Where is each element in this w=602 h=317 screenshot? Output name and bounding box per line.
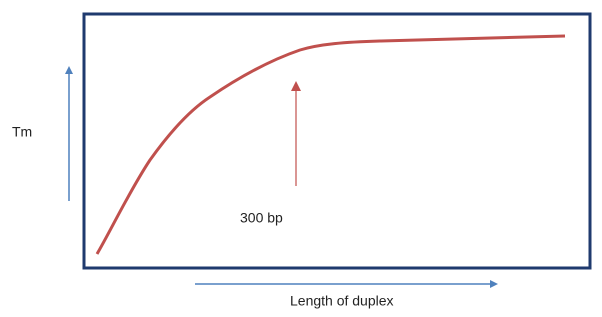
x-axis-label: Length of duplex: [290, 293, 394, 309]
melting-curve: [95, 34, 566, 255]
annotation-label: 300 bp: [240, 210, 283, 226]
y-axis-label: Tm: [12, 124, 32, 140]
plot-frame: [82, 12, 592, 270]
